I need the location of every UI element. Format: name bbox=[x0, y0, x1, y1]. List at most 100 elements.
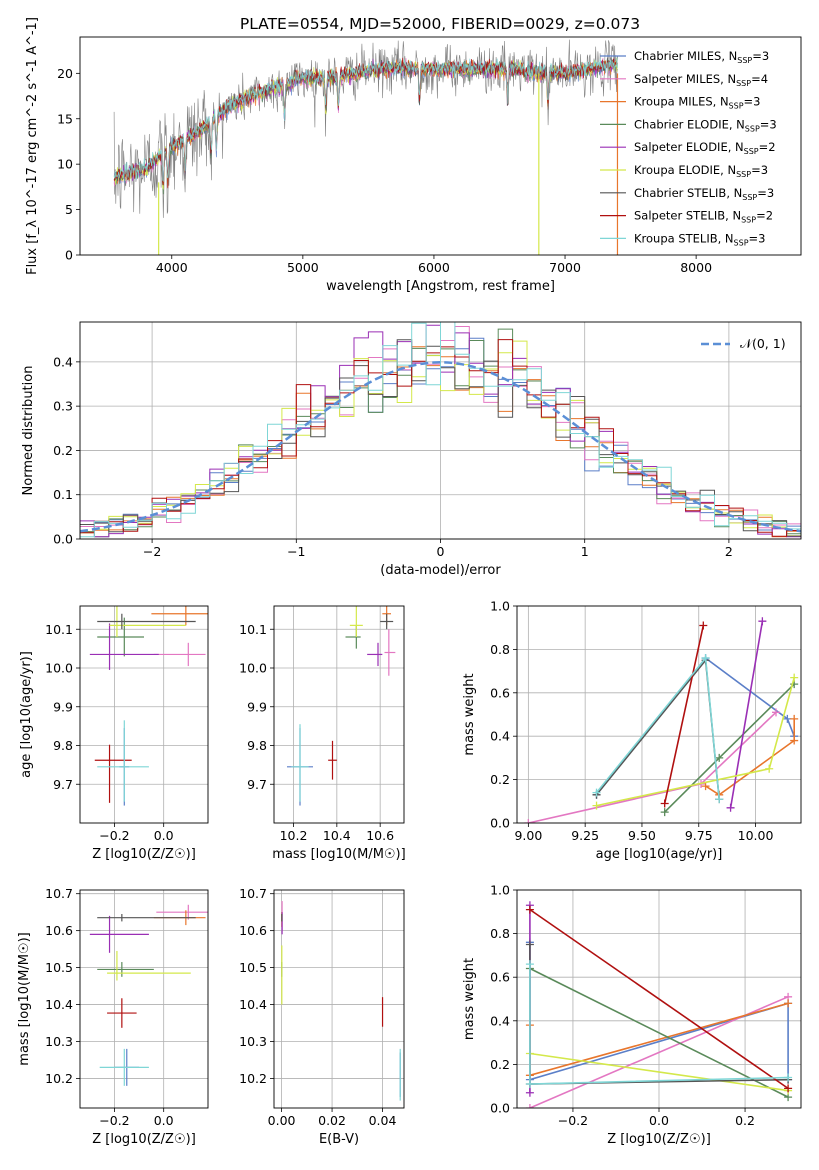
age_vs_Z-frame bbox=[79, 605, 209, 824]
spectrum-plot-area bbox=[113, 39, 619, 255]
age_vs_Z-ytick-label: 9.8 bbox=[53, 738, 73, 753]
spectrum-ytick-label: 5 bbox=[65, 202, 73, 217]
age_vs_mass-xlabel: mass [log10(M/M☉)] bbox=[272, 847, 405, 862]
mass_weight_vs_age-series-line bbox=[595, 658, 720, 800]
mass_weight_vs_age-point-marker bbox=[715, 795, 724, 804]
spectrum-ytick-label: 15 bbox=[57, 111, 73, 126]
mass_weight_vs_age-point-marker bbox=[715, 753, 724, 762]
spectrum-ytick-label: 0 bbox=[65, 248, 73, 263]
mass_vs_ebv-frame bbox=[273, 889, 405, 1109]
mass_weight_vs_Z-ytick-label: 0.6 bbox=[490, 970, 510, 985]
spectrum-xtick-label: 8000 bbox=[680, 260, 712, 275]
mass_weight_vs_Z-ytick-label: 0.2 bbox=[490, 1057, 510, 1072]
mass_weight_vs_Z-axes: −0.2 0.0 0.2 0.0 0.2 0.4 0.6 0.8 1.0 Z [log10(Z/Z… bbox=[462, 883, 802, 1147]
mass_weight_vs_age-frame bbox=[516, 605, 802, 824]
mass_weight_vs_age-series-line bbox=[595, 656, 795, 796]
mass_weight_vs_Z-point-marker bbox=[525, 1088, 534, 1097]
mass_vs_Z-xtick-label: −0.2 bbox=[99, 1113, 129, 1128]
mass_weight_vs_Z-xtick-label: −0.2 bbox=[558, 1113, 588, 1128]
normal-reference-curve bbox=[80, 361, 801, 533]
spectrum-model-line bbox=[113, 57, 618, 183]
residual_histogram-xtick-label: 2 bbox=[725, 544, 733, 559]
mass_vs_ebv-ytick-label: 10.7 bbox=[239, 886, 267, 901]
mass_weight_vs_Z-xlabel: Z [log10(Z/Z☉)] bbox=[607, 1132, 711, 1147]
mass_weight_vs_Z-point-marker bbox=[525, 1104, 534, 1108]
mass_weight_vs_Z-ylabel: mass weight bbox=[462, 958, 477, 1040]
age_vs_mass-xtick-label: 10.4 bbox=[323, 828, 351, 843]
mass_weight_vs_Z-point-marker bbox=[525, 960, 534, 969]
mass_weight_vs_age-plot-area bbox=[524, 617, 799, 823]
mass_weight_vs_Z-frame bbox=[516, 889, 802, 1109]
mass_vs_Z-ylabel: mass [log10(M/M☉)] bbox=[17, 932, 32, 1065]
mass_vs_ebv-plot-area bbox=[281, 901, 401, 1101]
mass_weight_vs_Z-plot-area bbox=[525, 901, 793, 1108]
mass_weight_vs_Z-ytick-label: 1.0 bbox=[490, 883, 510, 898]
residual_histogram-ytick-label: 0.3 bbox=[53, 399, 73, 414]
mass_weight_vs_age-series-line bbox=[528, 711, 777, 823]
mass_weight_vs_Z-point-marker bbox=[525, 940, 534, 949]
residual_histogram-xtick-label: 1 bbox=[581, 544, 589, 559]
mass_weight_vs_Z-series-line bbox=[529, 908, 789, 1090]
age_vs_mass-ytick-label: 9.9 bbox=[247, 699, 267, 714]
legend-entry-label: Chabrier ELODIE, NSSP=3 bbox=[634, 117, 777, 133]
spectrum-axes: 4000 5000 6000 7000 8000 0 5 10 15 20 wavelength [… bbox=[25, 17, 802, 294]
age_vs_mass-plot-area bbox=[287, 606, 396, 806]
mass_weight_vs_Z-xtick-label: 0.2 bbox=[735, 1113, 755, 1128]
mass_weight_vs_age-point-marker bbox=[660, 808, 669, 817]
mass_weight_vs_age-ytick-label: 0.0 bbox=[490, 816, 510, 831]
mass_weight_vs_Z-point-marker bbox=[784, 1084, 793, 1093]
mass_weight_vs_age-xtick-label: 9.25 bbox=[571, 828, 599, 843]
legend-entry-label: Kroupa STELIB, NSSP=3 bbox=[634, 231, 765, 247]
mass_weight_vs_age-point-marker bbox=[765, 764, 774, 773]
mass_weight_vs_Z-series-line bbox=[529, 967, 789, 1098]
residual_histogram-ytick-label: 0.2 bbox=[53, 443, 73, 458]
residual_histogram-xtick-label: −2 bbox=[143, 544, 161, 559]
mass_vs_ebv-ytick-label: 10.5 bbox=[239, 960, 267, 975]
mass_weight_vs_age-point-marker bbox=[592, 788, 601, 797]
mass_vs_ebv-ytick-label: 10.6 bbox=[239, 923, 267, 938]
legend-entry-label: Chabrier STELIB, NSSP=3 bbox=[634, 186, 774, 202]
age_vs_mass-frame bbox=[273, 605, 405, 824]
mass_weight_vs_age-point-marker bbox=[790, 714, 799, 723]
mass_weight_vs_age-xtick-label: 10.00 bbox=[738, 828, 774, 843]
age_vs_Z-ytick-label: 9.7 bbox=[53, 777, 73, 792]
residual_histogram-xtick-label: 0 bbox=[437, 544, 445, 559]
histogram-legend-label: 𝒩(0, 1) bbox=[740, 336, 786, 351]
mass_vs_Z-plot-area bbox=[89, 904, 208, 1086]
legend-entry-label: Chabrier MILES, NSSP=3 bbox=[634, 49, 769, 65]
mass_weight_vs_age-ylabel: mass weight bbox=[462, 673, 477, 755]
mass_weight_vs_age-point-marker bbox=[660, 799, 669, 808]
mass_weight_vs_age-xlabel: age [log10(age/yr)] bbox=[596, 847, 723, 862]
mass_vs_ebv-ytick-label: 10.3 bbox=[239, 1034, 267, 1049]
histogram-series bbox=[80, 322, 801, 539]
legend-entry-label: Kroupa ELODIE, NSSP=3 bbox=[634, 163, 768, 179]
residual_histogram-axes: −2 −1 0 1 2 0.0 0.1 0.2 0.3 0.4 (data-model)/error… bbox=[21, 321, 802, 578]
legend-entry-label: Kroupa MILES, NSSP=3 bbox=[634, 95, 760, 111]
spectrum-xtick-label: 5000 bbox=[287, 260, 319, 275]
mass_weight_vs_age-series-line bbox=[595, 656, 720, 800]
residual_histogram-frame bbox=[79, 321, 802, 540]
age_vs_Z-xlabel: Z [log10(Z/Z☉)] bbox=[92, 847, 196, 862]
age_vs_mass-ytick-label: 10.0 bbox=[239, 661, 267, 676]
mass_vs_ebv-ytick-label: 10.4 bbox=[239, 997, 267, 1012]
mass_weight_vs_age-point-marker bbox=[701, 782, 710, 791]
mass_weight_vs_age-point-marker bbox=[524, 819, 533, 823]
mass_vs_Z-frame bbox=[79, 889, 209, 1109]
mass_weight_vs_age-series-line bbox=[663, 625, 705, 804]
spectrum-data-line bbox=[113, 39, 618, 218]
residual_histogram-plot-area bbox=[80, 322, 801, 539]
residual_histogram-xlabel: (data-model)/error bbox=[380, 563, 501, 578]
mass_weight_vs_age-ytick-label: 0.8 bbox=[490, 642, 510, 657]
legend-entry-label: Salpeter STELIB, NSSP=2 bbox=[634, 209, 773, 225]
mass_vs_ebv-xtick-label: 0.04 bbox=[369, 1113, 397, 1128]
mass_vs_Z-ytick-label: 10.3 bbox=[45, 1034, 73, 1049]
age_vs_Z-ytick-label: 10.1 bbox=[45, 622, 73, 637]
mass_vs_Z-axes: −0.2 0.0 10.2 10.3 10.4 10.5 10.6 10.7 Z [log10(… bbox=[17, 886, 209, 1147]
mass_vs_ebv-axes: 0.00 0.02 0.04 10.2 10.3 10.4 10.5 10.6 10.7 E(B-… bbox=[239, 886, 405, 1147]
mass_vs_ebv-ytick-label: 10.2 bbox=[239, 1071, 267, 1086]
mass_vs_Z-ytick-label: 10.4 bbox=[45, 997, 73, 1012]
spectrum-legend: Chabrier MILES, NSSP=3 Salpeter MILES, NS… bbox=[600, 49, 777, 247]
residual_histogram-ylabel: Normed distribution bbox=[21, 366, 36, 496]
mass_weight_vs_age-point-marker bbox=[790, 736, 799, 745]
